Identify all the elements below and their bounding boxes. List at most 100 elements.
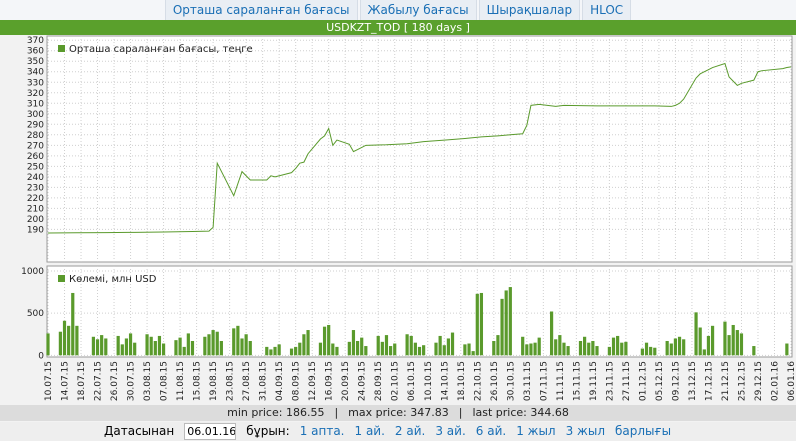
x-tick-label: 20.09.15 (341, 361, 351, 401)
y-tick-label: 280 (27, 131, 44, 141)
x-tick-label: 03.08.15 (143, 361, 153, 401)
x-tick-label: 26.10.15 (490, 361, 500, 401)
volume-bar (422, 345, 426, 356)
volume-bar (62, 320, 67, 356)
volume-bar (438, 335, 442, 356)
volume-bar (566, 346, 570, 356)
tab[interactable]: Жабылу бағасы (359, 0, 477, 20)
volume-bar (100, 335, 104, 356)
volume-bar (46, 333, 50, 356)
volume-bar (203, 336, 207, 356)
x-tick-label: 12.09.15 (308, 361, 318, 401)
x-tick-label: 29.12.15 (754, 361, 764, 401)
volume-bar (562, 342, 566, 356)
date-input[interactable]: 06.01.16 (184, 423, 237, 440)
volume-bar (133, 342, 137, 356)
volume-bar (475, 293, 479, 356)
period-link[interactable]: 2 ай. (394, 424, 426, 438)
max-price: max price: 347.83 (348, 405, 449, 421)
volume-bar (640, 348, 644, 356)
price-info: min price: 186.55 | max price: 347.83 | … (0, 405, 796, 421)
volume-bar (735, 330, 739, 356)
x-tick-label: 14.10.15 (440, 361, 450, 401)
volume-bar (673, 338, 678, 356)
volume-bar (120, 344, 124, 356)
volume-bar (463, 344, 467, 356)
volume-bar (706, 335, 711, 356)
volume-bar (752, 346, 756, 356)
volume-bar (145, 334, 149, 356)
y-tick-label: 270 (27, 141, 44, 151)
period-link[interactable]: 3 жыл (565, 424, 605, 438)
from-label: Датасынан (104, 424, 175, 438)
x-tick-label: 31.08.15 (259, 361, 269, 401)
volume-bar (236, 325, 240, 356)
x-tick-label: 28.09.15 (374, 361, 384, 401)
volume-bar (677, 336, 682, 356)
volume-bar (558, 335, 562, 356)
x-tick-label: 08.09.15 (292, 361, 302, 401)
volume-bar (298, 342, 302, 356)
volume-bar (611, 337, 616, 356)
volume-bar (413, 342, 417, 356)
volume-bar (620, 342, 624, 356)
label: last price: (472, 406, 527, 419)
volume-bar (496, 335, 500, 356)
volume-bar (595, 346, 599, 356)
volume-bar (327, 324, 331, 356)
tab[interactable]: HLOC (582, 0, 632, 20)
volume-bar (587, 342, 591, 356)
volume-bar (583, 336, 587, 356)
period-link[interactable]: 1 ай. (354, 424, 385, 438)
volume-bar (533, 342, 537, 356)
tab[interactable]: Шырақшалар (478, 0, 581, 20)
volume-bar (785, 343, 789, 356)
period-link[interactable]: барлығы (615, 424, 672, 438)
volume-bar (302, 334, 306, 356)
label: min price: (227, 406, 283, 419)
y-tick-label: 220 (27, 194, 44, 204)
volume-bar (128, 333, 133, 356)
period-link[interactable]: 1 апта. (299, 424, 345, 438)
y-tick-label: 240 (27, 173, 44, 183)
volume-bar (364, 346, 368, 356)
period-link[interactable]: 3 ай. (435, 424, 466, 438)
x-tick-label: 18.10.15 (457, 361, 467, 401)
volume-bar (508, 287, 512, 356)
volume-bar (289, 348, 294, 356)
volume-bar (67, 325, 71, 356)
y-tick-label: 290 (27, 120, 44, 130)
volume-bar (492, 340, 496, 356)
volume-bar (710, 325, 715, 356)
volume-bar (607, 346, 611, 356)
y-tick-label: 200 (27, 215, 44, 225)
volume-bar (616, 335, 620, 356)
y-tick-label: 300 (27, 110, 44, 120)
x-tick-label: 22.07.15 (94, 361, 104, 401)
volume-bar (549, 311, 554, 356)
value: 186.55 (285, 406, 325, 419)
x-tick-label: 10.07.15 (44, 361, 54, 401)
last-price: last price: 344.68 (472, 405, 568, 421)
volume-bar (529, 343, 533, 356)
tab[interactable]: Орташа сараланған бағасы (164, 0, 358, 20)
y-tick-label: 260 (27, 152, 44, 162)
volume-bar (306, 330, 310, 356)
volume-bar (157, 335, 162, 356)
x-tick-label: 22.10.15 (473, 361, 483, 401)
volume-bar (471, 351, 475, 356)
x-tick-label: 07.11.15 (539, 361, 549, 401)
x-tick-label: 09.12.15 (671, 361, 681, 401)
volume-bar (207, 334, 211, 356)
period-link[interactable]: 6 ай. (475, 424, 507, 438)
x-tick-label: 27.11.15 (622, 361, 632, 401)
x-tick-label: 23.08.15 (226, 361, 236, 401)
y-tick-label: 340 (27, 68, 44, 78)
period-link[interactable]: 1 жыл (516, 424, 556, 438)
x-tick-label: 11.08.15 (176, 361, 186, 401)
volume-bar (384, 335, 389, 356)
x-tick-label: 03.11.15 (523, 361, 533, 401)
volume-bar (269, 349, 273, 356)
volume-bar (467, 343, 471, 356)
